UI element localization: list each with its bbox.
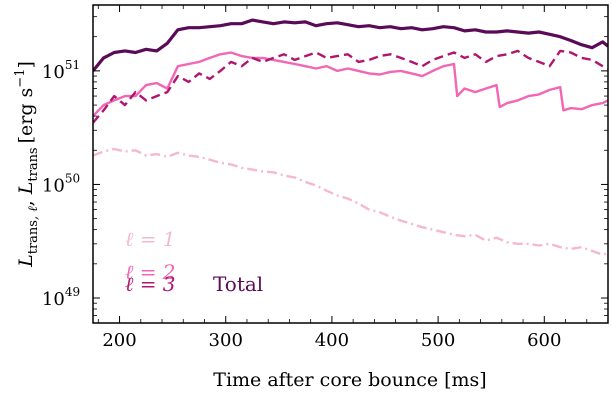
- legend: ℓ = 1 ℓ = 2 ℓ = 3 Total: [125, 227, 263, 296]
- y-tick-label: 1051: [42, 58, 80, 83]
- legend-l3: ℓ = 3: [125, 272, 176, 296]
- x-tick-label: 400: [315, 330, 349, 351]
- series-layer: [93, 18, 608, 256]
- legend-total: Total: [213, 272, 263, 296]
- y-tick-label: 1049: [42, 285, 80, 310]
- y-tick-label: 1050: [42, 171, 80, 196]
- ticks-layer: 200 300 400 500 600 1049 1050 1051: [42, 5, 609, 351]
- plot-frame: [92, 4, 609, 324]
- x-tick-label: 200: [102, 330, 136, 351]
- x-tick-label: 300: [209, 330, 243, 351]
- legend-l2: ℓ = 2: [125, 260, 176, 284]
- x-tick-label: 500: [421, 330, 455, 351]
- series-line-4: [93, 18, 608, 72]
- series-line-2: [93, 51, 608, 117]
- series-line-3: [93, 49, 608, 124]
- y-axis-label: Ltrans, ℓ, Ltrans[erg s−1]: [13, 61, 41, 268]
- legend-l1: ℓ = 1: [125, 227, 176, 251]
- x-axis-label: Time after core bounce [ms]: [213, 369, 486, 391]
- series-line-1: [93, 147, 608, 256]
- x-tick-label: 600: [527, 330, 561, 351]
